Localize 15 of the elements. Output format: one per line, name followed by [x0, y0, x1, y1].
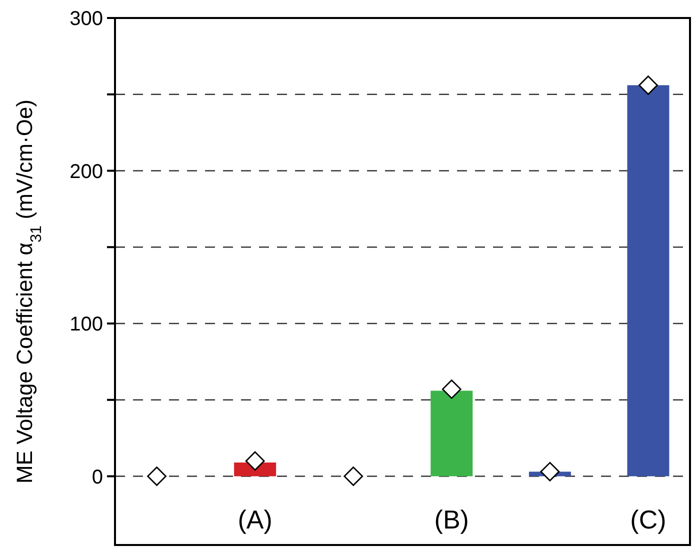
point: [344, 466, 364, 486]
point: [147, 466, 166, 486]
y-tick-label: 300: [70, 8, 103, 30]
point: [245, 451, 265, 471]
y-tick-label: 0: [92, 466, 103, 488]
point: [638, 76, 658, 95]
point: [442, 379, 462, 399]
x-tick-label: (C): [630, 504, 666, 534]
bar: [627, 85, 670, 476]
point: [540, 462, 560, 482]
y-tick-label: 100: [70, 314, 103, 336]
bar: [430, 390, 473, 476]
x-tick-label: (A): [238, 504, 272, 534]
x-tick-label: (B): [434, 504, 469, 534]
y-tick-label: 200: [70, 160, 103, 183]
